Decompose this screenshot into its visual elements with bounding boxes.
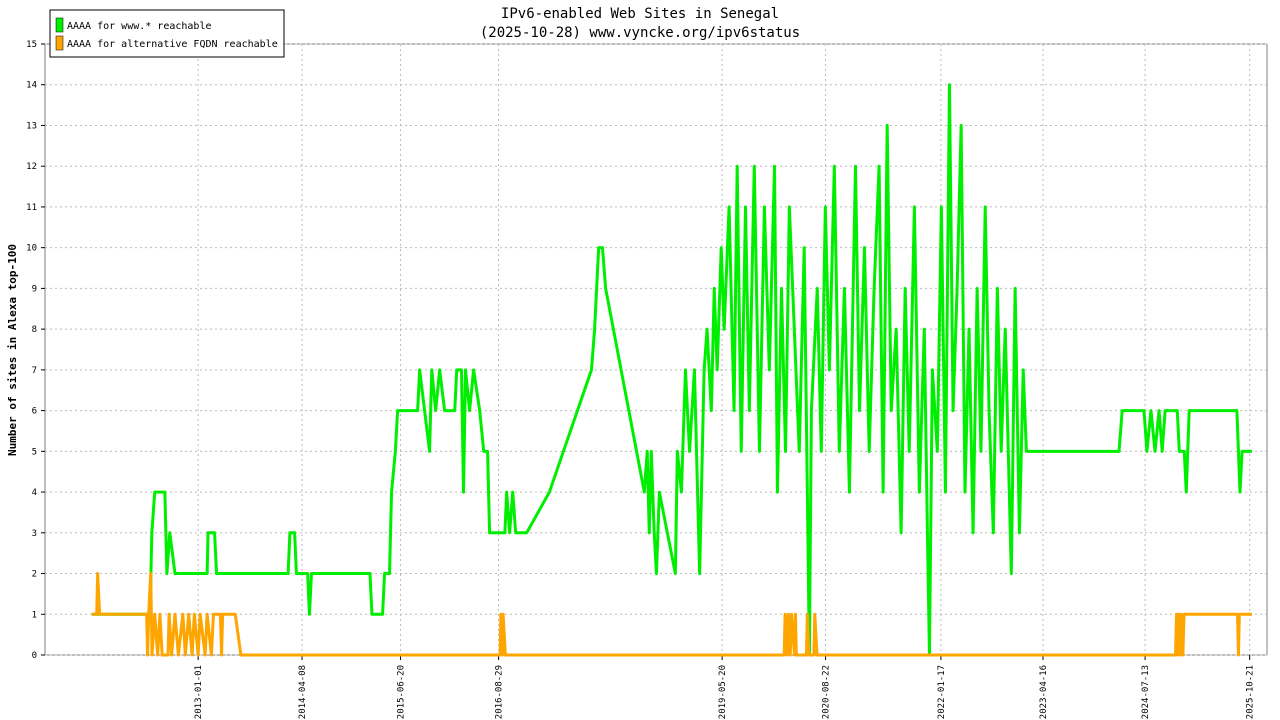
y-axis-title: Number of sites in Alexa top-100	[6, 244, 19, 456]
series-line	[91, 572, 1252, 657]
y-tick-label: 7	[32, 366, 37, 376]
y-tick-label: 1	[32, 610, 37, 620]
x-tick-label: 2019-05-20	[718, 665, 728, 719]
legend-swatch	[55, 35, 64, 51]
legend-swatch	[55, 17, 64, 33]
series-line	[91, 83, 1252, 657]
y-tick-label: 5	[32, 447, 37, 457]
y-tick-label: 6	[32, 407, 37, 417]
x-tick-label: 2025-10-21	[1246, 665, 1256, 719]
y-tick-label: 12	[26, 162, 37, 172]
y-tick-label: 9	[32, 284, 37, 294]
x-tick-label: 2016-08-29	[495, 665, 505, 719]
x-tick-label: 2022-01-17	[937, 665, 947, 719]
chart-title: IPv6-enabled Web Sites in Senegal	[501, 6, 779, 22]
legend-label: AAAA for www.* reachable	[67, 21, 212, 32]
x-tick-label: 2020-08-22	[822, 665, 832, 719]
x-tick-label: 2023-04-16	[1039, 665, 1049, 719]
y-tick-label: 0	[32, 651, 37, 661]
y-tick-label: 15	[26, 40, 37, 50]
y-tick-label: 2	[32, 570, 37, 580]
legend-label: AAAA for alternative FQDN reachable	[67, 39, 278, 50]
x-tick-label: 2013-01-01	[194, 665, 204, 719]
y-tick-label: 13	[26, 121, 37, 131]
x-tick-label: 2015-06-20	[397, 665, 407, 719]
y-tick-label: 4	[32, 488, 37, 498]
chart-subtitle: (2025-10-28) www.vyncke.org/ipv6status	[480, 25, 800, 41]
y-tick-label: 8	[32, 325, 37, 335]
y-tick-label: 3	[32, 529, 37, 539]
y-tick-label: 10	[26, 244, 37, 254]
y-tick-label: 11	[26, 203, 37, 213]
y-tick-label: 14	[26, 81, 37, 91]
legend-box	[49, 9, 285, 58]
x-tick-label: 2014-04-08	[298, 665, 308, 719]
x-tick-label: 2024-07-13	[1141, 665, 1151, 719]
